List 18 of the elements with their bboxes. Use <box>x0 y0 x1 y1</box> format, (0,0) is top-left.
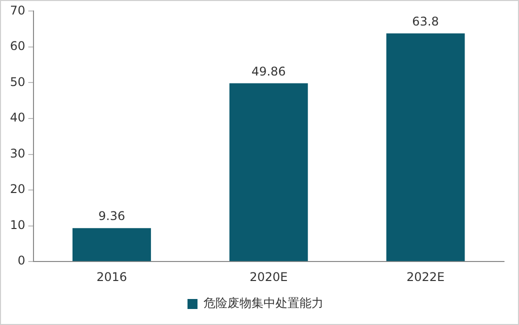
y-tick-label: 60 <box>10 39 26 54</box>
y-tick-label: 0 <box>18 254 26 268</box>
legend-label: 危险废物集中处置能力 <box>204 296 324 310</box>
y-tick-label: 40 <box>10 110 26 125</box>
data-label: 49.86 <box>251 64 286 78</box>
data-label: 9.36 <box>98 209 126 224</box>
bar <box>386 33 465 262</box>
x-tick-label: 2016 <box>96 270 127 284</box>
data-label: 63.8 <box>412 14 439 29</box>
y-tick-label: 20 <box>10 182 26 196</box>
y-tick-label: 50 <box>10 74 26 89</box>
bar <box>229 83 308 262</box>
x-tick-label: 2020E <box>250 270 288 284</box>
bar <box>72 228 151 262</box>
y-tick-label: 10 <box>10 218 26 232</box>
x-tick-label: 2022E <box>406 270 445 284</box>
y-tick-label: 30 <box>10 146 26 160</box>
y-tick-label: 70 <box>10 3 26 18</box>
